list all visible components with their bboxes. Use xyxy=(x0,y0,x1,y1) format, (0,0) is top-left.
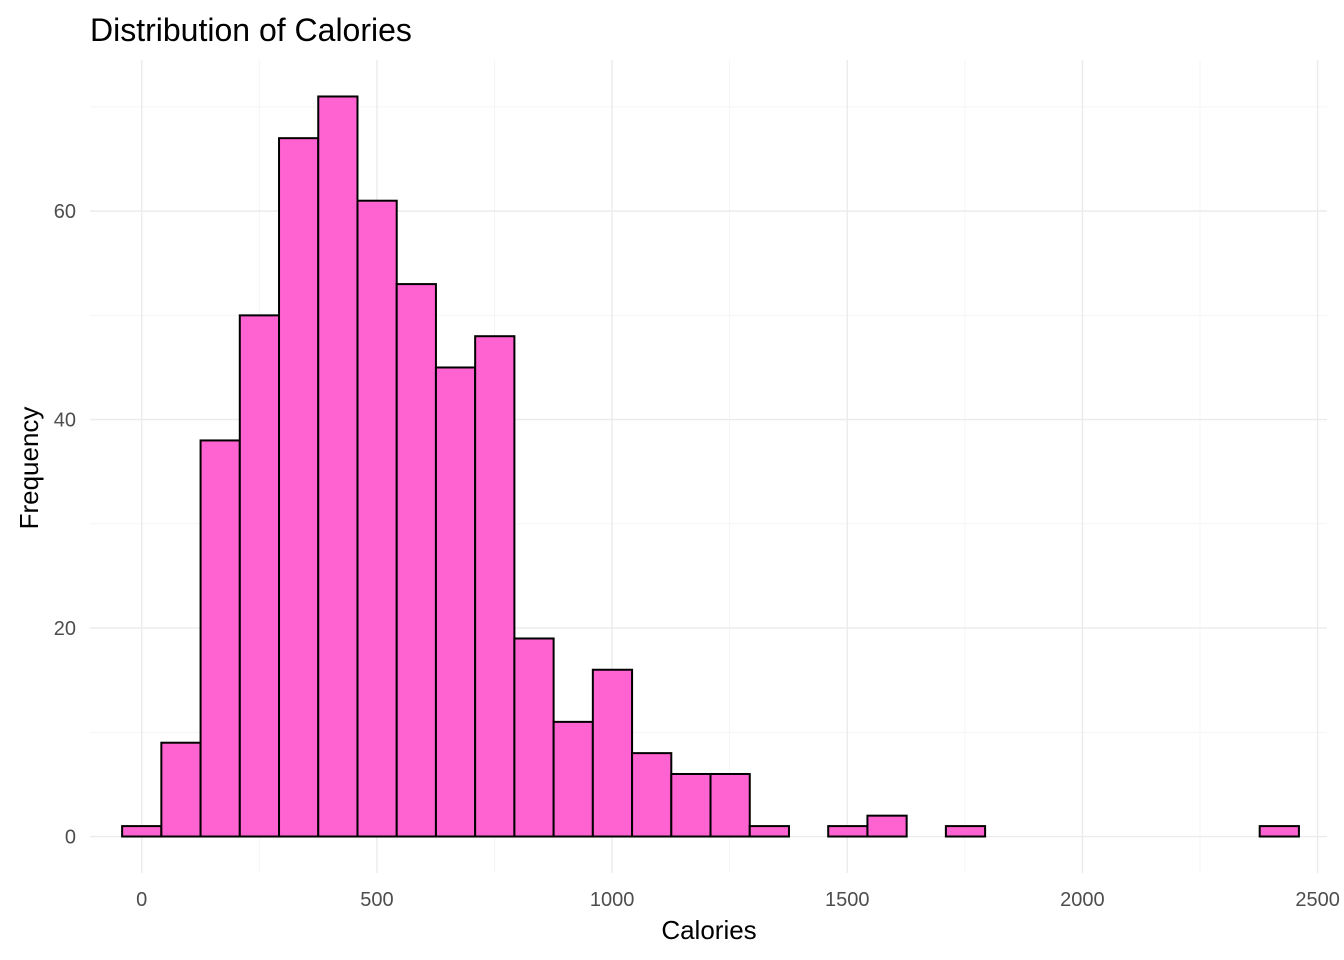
y-tick-label: 60 xyxy=(54,201,76,223)
histogram-bar xyxy=(944,825,987,838)
histogram-bar xyxy=(513,637,555,838)
histogram-bar xyxy=(356,199,398,838)
y-tick-label: 20 xyxy=(54,618,76,640)
y-tick-label: 40 xyxy=(54,410,76,432)
histogram-bar xyxy=(317,95,359,838)
x-tick-label: 1000 xyxy=(590,889,635,911)
histogram-bar xyxy=(552,720,594,838)
y-tick-label: 0 xyxy=(65,827,76,849)
histogram-bar xyxy=(434,366,477,838)
histogram-bar xyxy=(160,741,202,838)
y-axis-ticks: 0 20 40 60 xyxy=(54,201,76,848)
histogram-bar xyxy=(827,825,869,838)
histogram-bar xyxy=(395,283,437,838)
histogram-bars xyxy=(121,95,1300,838)
x-tick-label: 500 xyxy=(360,889,393,911)
histogram-bar xyxy=(238,314,281,838)
histogram-bar xyxy=(121,825,163,838)
x-tick-label: 0 xyxy=(136,889,147,911)
histogram-bar xyxy=(278,137,320,838)
x-tick-label: 2500 xyxy=(1295,889,1340,911)
histogram-bar xyxy=(474,335,516,838)
histogram-bar xyxy=(199,439,241,838)
histogram-bar xyxy=(866,814,908,838)
histogram-bar xyxy=(748,825,790,838)
histogram-bar xyxy=(631,752,673,838)
chart-title: Distribution of Calories xyxy=(90,12,412,48)
x-axis-ticks: 0 500 1000 1500 2000 2500 xyxy=(136,889,1340,911)
histogram-bar xyxy=(709,772,751,838)
histogram-bar xyxy=(591,668,634,838)
y-axis-title: Frequency xyxy=(14,407,44,530)
x-axis-title: Calories xyxy=(661,915,756,945)
x-tick-label: 1500 xyxy=(825,889,870,911)
x-tick-label: 2000 xyxy=(1060,889,1105,911)
histogram-bar xyxy=(1258,825,1300,838)
histogram-bar xyxy=(670,772,712,838)
